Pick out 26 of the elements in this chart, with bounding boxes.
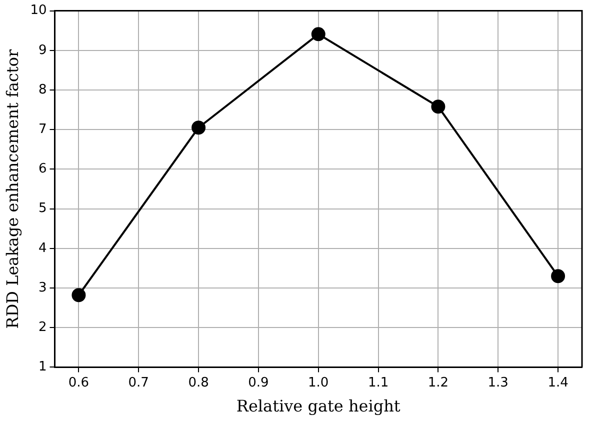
y-tick-label: 10 [30,3,47,18]
point [72,288,86,302]
y-tick-label: 5 [38,201,47,216]
x-tick-label: 1.2 [428,375,449,390]
point [192,120,206,135]
y-tick-label: 1 [38,360,47,375]
x-tick-label: 0.8 [188,375,209,390]
x-tick-label: 1.3 [488,375,508,390]
y-tick-label: 2 [38,320,47,335]
y-tick-label: 7 [38,122,47,137]
y-tick-label: 8 [38,82,47,98]
x-tick-label: 1.0 [308,375,329,390]
point [311,27,326,42]
x-tick-label: 1.4 [548,375,568,390]
x-tick-label: 0.7 [128,375,149,390]
y-axis-title: RDD Leakage enhancement factor [2,48,22,329]
y-tick-label: 9 [38,42,47,58]
x-tick-label: 1.1 [368,375,389,390]
x-tick-label: 0.6 [68,375,90,390]
x-axis-title: Relative gate height [236,396,401,416]
x-tick-label: 0.9 [248,375,269,390]
y-tick-label: 6 [38,162,47,177]
y-tick-label: 4 [38,240,47,256]
y-tick-label: 3 [38,280,47,296]
point [551,269,566,284]
point [431,100,446,114]
